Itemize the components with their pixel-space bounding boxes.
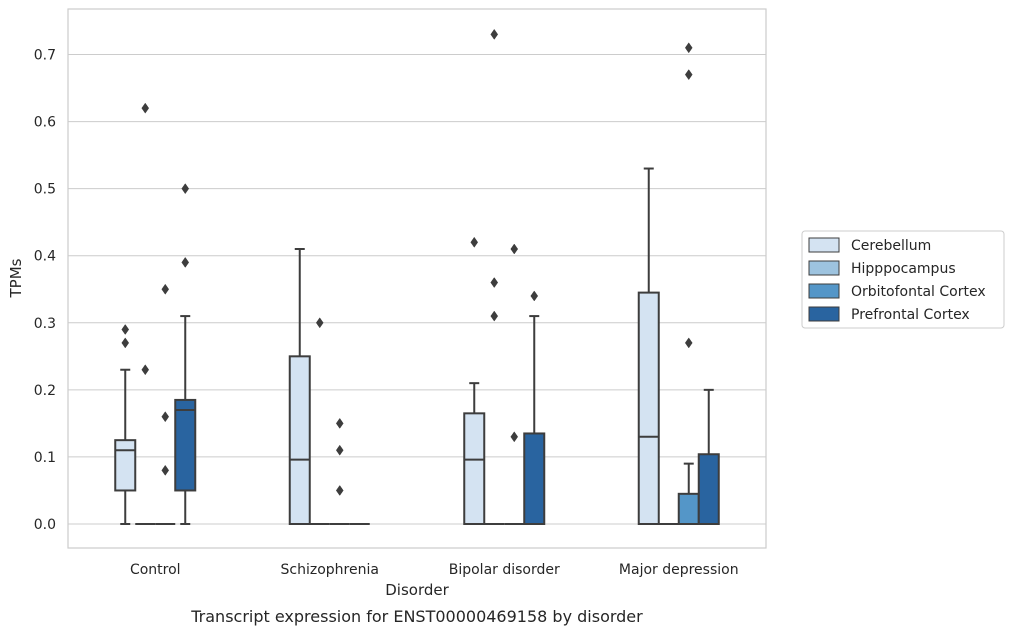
box-orbitofontal-cortex bbox=[155, 283, 176, 525]
box-body bbox=[463, 412, 486, 525]
box-hipppocampus bbox=[484, 28, 505, 525]
outlier-point bbox=[490, 277, 499, 288]
outlier-point bbox=[490, 28, 499, 40]
box-body bbox=[114, 439, 137, 492]
outlier-point bbox=[335, 417, 344, 429]
y-tick-label: 0.5 bbox=[34, 182, 56, 198]
legend-label: Prefrontal Cortex bbox=[851, 307, 970, 323]
axes: 0.0 0.1 0.2 0.3 0.4 0.5 0.6 0.7 Control Schizophr… bbox=[34, 8, 767, 578]
box-body bbox=[174, 398, 197, 492]
outlier-point bbox=[684, 69, 693, 81]
y-tick-label: 0.1 bbox=[34, 450, 56, 466]
x-tick-label: Bipolar disorder bbox=[449, 562, 560, 578]
y-tick-label: 0.2 bbox=[34, 383, 56, 399]
outlier-point bbox=[161, 283, 170, 295]
box-cerebellum bbox=[288, 248, 311, 526]
outlier-point bbox=[490, 310, 499, 322]
y-tick-label: 0.7 bbox=[34, 48, 56, 64]
legend-label: Orbitofontal Cortex bbox=[851, 284, 986, 300]
legend: Cerebellum Hipppocampus Orbitofontal Corte… bbox=[801, 230, 1005, 329]
outlier-point bbox=[161, 464, 170, 476]
legend-swatch bbox=[808, 283, 840, 299]
y-tick-label: 0.6 bbox=[34, 115, 56, 131]
legend-label: Hipppocampus bbox=[851, 261, 956, 277]
outlier-point bbox=[335, 444, 344, 456]
y-axis-title: TPMs bbox=[7, 258, 25, 298]
x-tick-label: Control bbox=[130, 562, 181, 578]
box-body bbox=[697, 453, 720, 525]
gridlines bbox=[68, 54, 766, 525]
box-cerebellum bbox=[114, 324, 137, 525]
plot-frame bbox=[67, 8, 767, 549]
legend-label: Cerebellum bbox=[851, 238, 931, 254]
outlier-point bbox=[510, 243, 519, 255]
outlier-point bbox=[335, 485, 344, 496]
outlier-point bbox=[181, 183, 190, 195]
x-tick-label: Major depression bbox=[619, 562, 739, 578]
legend-swatch bbox=[808, 237, 840, 253]
box-body bbox=[523, 432, 546, 526]
box-prefrontal-cortex bbox=[523, 290, 546, 526]
box-cerebellum bbox=[637, 167, 660, 525]
y-tick-label: 0.3 bbox=[34, 316, 56, 332]
legend-swatch bbox=[808, 260, 840, 276]
outlier-point bbox=[470, 236, 479, 248]
box-prefrontal-cortex bbox=[697, 388, 720, 525]
outlier-point bbox=[315, 317, 324, 329]
outlier-point bbox=[121, 324, 130, 335]
outlier-point bbox=[181, 256, 190, 268]
legend-swatch bbox=[808, 306, 840, 322]
box-orbitofontal-cortex bbox=[329, 417, 350, 525]
y-tick-label: 0.0 bbox=[34, 517, 56, 533]
boxes bbox=[114, 28, 720, 526]
x-tick-label: Schizophrenia bbox=[281, 562, 379, 578]
outlier-point bbox=[530, 290, 539, 302]
box-body bbox=[288, 355, 311, 526]
legend-frame bbox=[801, 230, 1005, 329]
y-tick-label: 0.4 bbox=[34, 249, 56, 265]
outlier-point bbox=[510, 431, 519, 443]
outlier-point bbox=[161, 411, 170, 423]
outlier-point bbox=[121, 337, 130, 349]
box-hipppocampus bbox=[309, 317, 330, 525]
outlier-point bbox=[141, 364, 150, 376]
box-prefrontal-cortex bbox=[174, 183, 197, 525]
outlier-point bbox=[684, 42, 693, 54]
box-body bbox=[677, 492, 700, 526]
box-cerebellum bbox=[463, 236, 486, 525]
chart-caption: Transcript expression for ENST0000046915… bbox=[190, 607, 643, 626]
box-body bbox=[637, 291, 660, 525]
box-hipppocampus bbox=[135, 102, 156, 525]
outlier-point bbox=[684, 337, 693, 349]
outlier-point bbox=[141, 102, 150, 114]
box-orbitofontal-cortex bbox=[504, 243, 525, 525]
box-orbitofontal-cortex bbox=[677, 42, 700, 526]
x-axis-title: Disorder bbox=[385, 581, 449, 599]
